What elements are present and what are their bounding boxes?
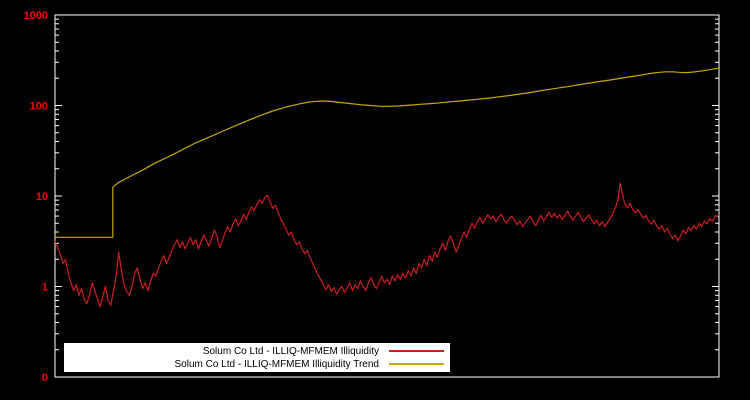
legend-label-illiquidity: Solum Co Ltd - ILLIQ-MFMEM Illiquidity bbox=[202, 345, 379, 357]
series-line-illiquidity bbox=[54, 182, 720, 308]
y-tick-label: 1 bbox=[42, 282, 48, 294]
legend-swatch-trend bbox=[389, 363, 444, 365]
plot-border bbox=[54, 14, 720, 378]
y-tick-label: 10 bbox=[36, 191, 48, 203]
legend-label-trend: Solum Co Ltd - ILLIQ-MFMEM Illiquidity T… bbox=[174, 358, 379, 370]
legend-item-trend: Solum Co Ltd - ILLIQ-MFMEM Illiquidity T… bbox=[70, 358, 444, 370]
series-line-trend bbox=[55, 67, 720, 238]
legend-swatch-illiquidity bbox=[389, 350, 444, 352]
y-tick-label: 1000 bbox=[24, 10, 48, 22]
y-tick-label: 0 bbox=[42, 372, 48, 384]
legend-item-illiquidity: Solum Co Ltd - ILLIQ-MFMEM Illiquidity bbox=[70, 345, 444, 357]
legend: Solum Co Ltd - ILLIQ-MFMEM Illiquidity S… bbox=[64, 343, 450, 372]
y-tick-label: 100 bbox=[30, 101, 48, 113]
